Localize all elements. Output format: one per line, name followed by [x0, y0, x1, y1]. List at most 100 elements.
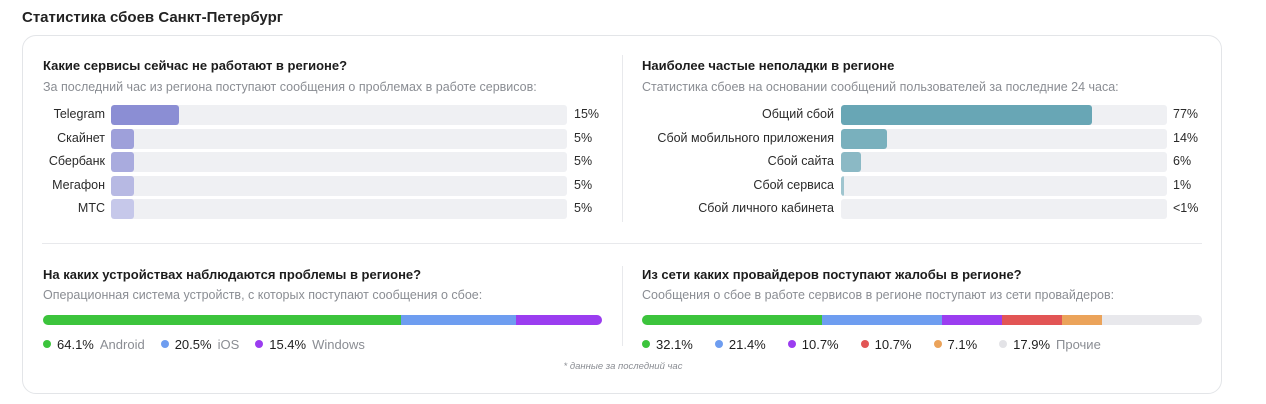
devices-legend: 64.1% Android 20.5% iOS 15.4% Windows [43, 336, 381, 352]
bar-track [111, 152, 567, 172]
bar-row: Общий сбой 77% [23, 105, 1223, 125]
legend-dot-icon [255, 340, 264, 348]
stack-segment [1061, 315, 1102, 325]
bar [841, 152, 861, 172]
bar [111, 175, 134, 196]
stack-segment [821, 315, 942, 325]
bar-value-label: 6% [1173, 154, 1192, 168]
bar-value-label: 5% [574, 201, 593, 215]
stack-segment [941, 315, 1002, 325]
legend-value: 17.9% [1013, 336, 1051, 352]
legend-item: 10.7% [787, 336, 845, 352]
bar-label: Мегафон [52, 177, 105, 192]
bar [841, 128, 887, 149]
providers-stacked-bar [642, 315, 1202, 325]
bar-row: Telegram 15% [23, 105, 1223, 125]
legend-item: 21.4% [714, 336, 772, 352]
legend-dot-icon [860, 340, 869, 348]
bar-track [841, 105, 1167, 125]
bar-label: Telegram [53, 107, 105, 121]
legend-value: 20.5% [174, 336, 212, 352]
outage-stats-card: Какие сервисы сейчас не работают в регио… [22, 35, 1222, 394]
bar-value-label: 5% [574, 154, 593, 168]
bar-row: Сбербанк 5% [23, 152, 1223, 172]
devices-subtitle: Операционная система устройств, с которы… [43, 288, 483, 302]
legend-dot-icon [43, 340, 51, 348]
issues-subtitle: Статистика сбоев на основании сообщений … [642, 80, 1119, 94]
legend-name: Прочие [1056, 336, 1101, 352]
providers-title: Из сети каких провайдеров поступают жало… [642, 267, 1022, 282]
vertical-divider-top [622, 55, 623, 222]
horizontal-divider [42, 243, 1202, 244]
bar [111, 152, 134, 172]
footnote: * данные за последний час [563, 361, 683, 372]
legend-dot-icon [714, 340, 723, 348]
page-title: Статистика сбоев Санкт-Петербург [22, 9, 283, 26]
bar-row: Сбой личного кабинета <1% [23, 199, 1223, 219]
bar-row: МТС 5% [23, 199, 1223, 219]
legend-value: 15.4% [269, 336, 307, 352]
vertical-divider-bottom [622, 266, 623, 346]
bar-row: Сбой сайта 6% [23, 152, 1223, 172]
stack-segment [1101, 315, 1202, 325]
bar-track [841, 199, 1167, 219]
bar [111, 128, 134, 149]
legend-value: 7.1% [947, 336, 978, 352]
legend-dot-icon [999, 340, 1008, 348]
bar-label: Скайнет [57, 130, 105, 145]
legend-dot-icon [160, 340, 169, 348]
bar-value-label: 1% [1173, 177, 1192, 192]
legend-dot-icon [933, 340, 942, 348]
stack-segment [1001, 315, 1062, 325]
bar-track [111, 128, 567, 149]
bar-value-label: 77% [1173, 107, 1199, 121]
legend-value: 10.7% [874, 336, 912, 352]
bar-label: Сбербанк [48, 154, 105, 168]
bar-track [841, 128, 1167, 149]
bar-row: Скайнет 5% [23, 128, 1223, 149]
bar-label: Сбой сервиса [753, 177, 834, 192]
bar-row: Мегафон 5% [23, 175, 1223, 196]
services-subtitle: За последний час из региона поступают со… [43, 80, 537, 94]
bar-label: Сбой личного кабинета [698, 201, 834, 215]
bar-track [111, 175, 567, 196]
legend-name: iOS [217, 336, 240, 352]
devices-title: На каких устройствах наблюдаются проблем… [43, 267, 422, 282]
bar-label: МТС [77, 201, 105, 215]
legend-item: 20.5% iOS [160, 336, 240, 352]
legend-value: 32.1% [656, 336, 693, 352]
bar-track [111, 199, 567, 219]
legend-item: 32.1% [642, 337, 699, 352]
bar-row: Сбой мобильного приложения 14% [23, 128, 1223, 149]
bar [841, 105, 1093, 125]
legend-item: 64.1% Android [43, 337, 145, 352]
legend-item: 7.1% [933, 336, 984, 352]
bar-value-label: 5% [574, 130, 593, 145]
bar-track [841, 152, 1167, 172]
issues-title: Наиболее частые неполадки в регионе [642, 58, 895, 73]
bar-track [841, 175, 1167, 196]
bar-value-label: 15% [574, 107, 600, 121]
stack-segment [515, 315, 602, 325]
bar-label: Общий сбой [762, 107, 834, 121]
legend-item: 17.9% Прочие [999, 337, 1101, 352]
stack-segment [642, 315, 822, 325]
bar-value-label: <1% [1173, 201, 1199, 215]
services-title: Какие сервисы сейчас не работают в регио… [43, 58, 348, 73]
legend-value: 10.7% [801, 336, 839, 352]
legend-value: 21.4% [728, 336, 766, 352]
bar [111, 105, 180, 125]
legend-item: 10.7% [860, 336, 918, 352]
legend-name: Windows [312, 336, 365, 352]
legend-value: 64.1% [57, 336, 94, 352]
bar-track [111, 105, 567, 125]
providers-subtitle: Сообщения о сбое в работе сервисов в рег… [642, 288, 1115, 302]
legend-dot-icon [787, 340, 796, 348]
bar [111, 199, 134, 219]
legend-item: 15.4% Windows [255, 337, 365, 352]
bar [841, 175, 845, 196]
stack-segment [43, 315, 402, 325]
bar-label: Сбой мобильного приложения [657, 130, 834, 145]
devices-stacked-bar [43, 315, 602, 325]
bar-value-label: 5% [574, 177, 593, 192]
